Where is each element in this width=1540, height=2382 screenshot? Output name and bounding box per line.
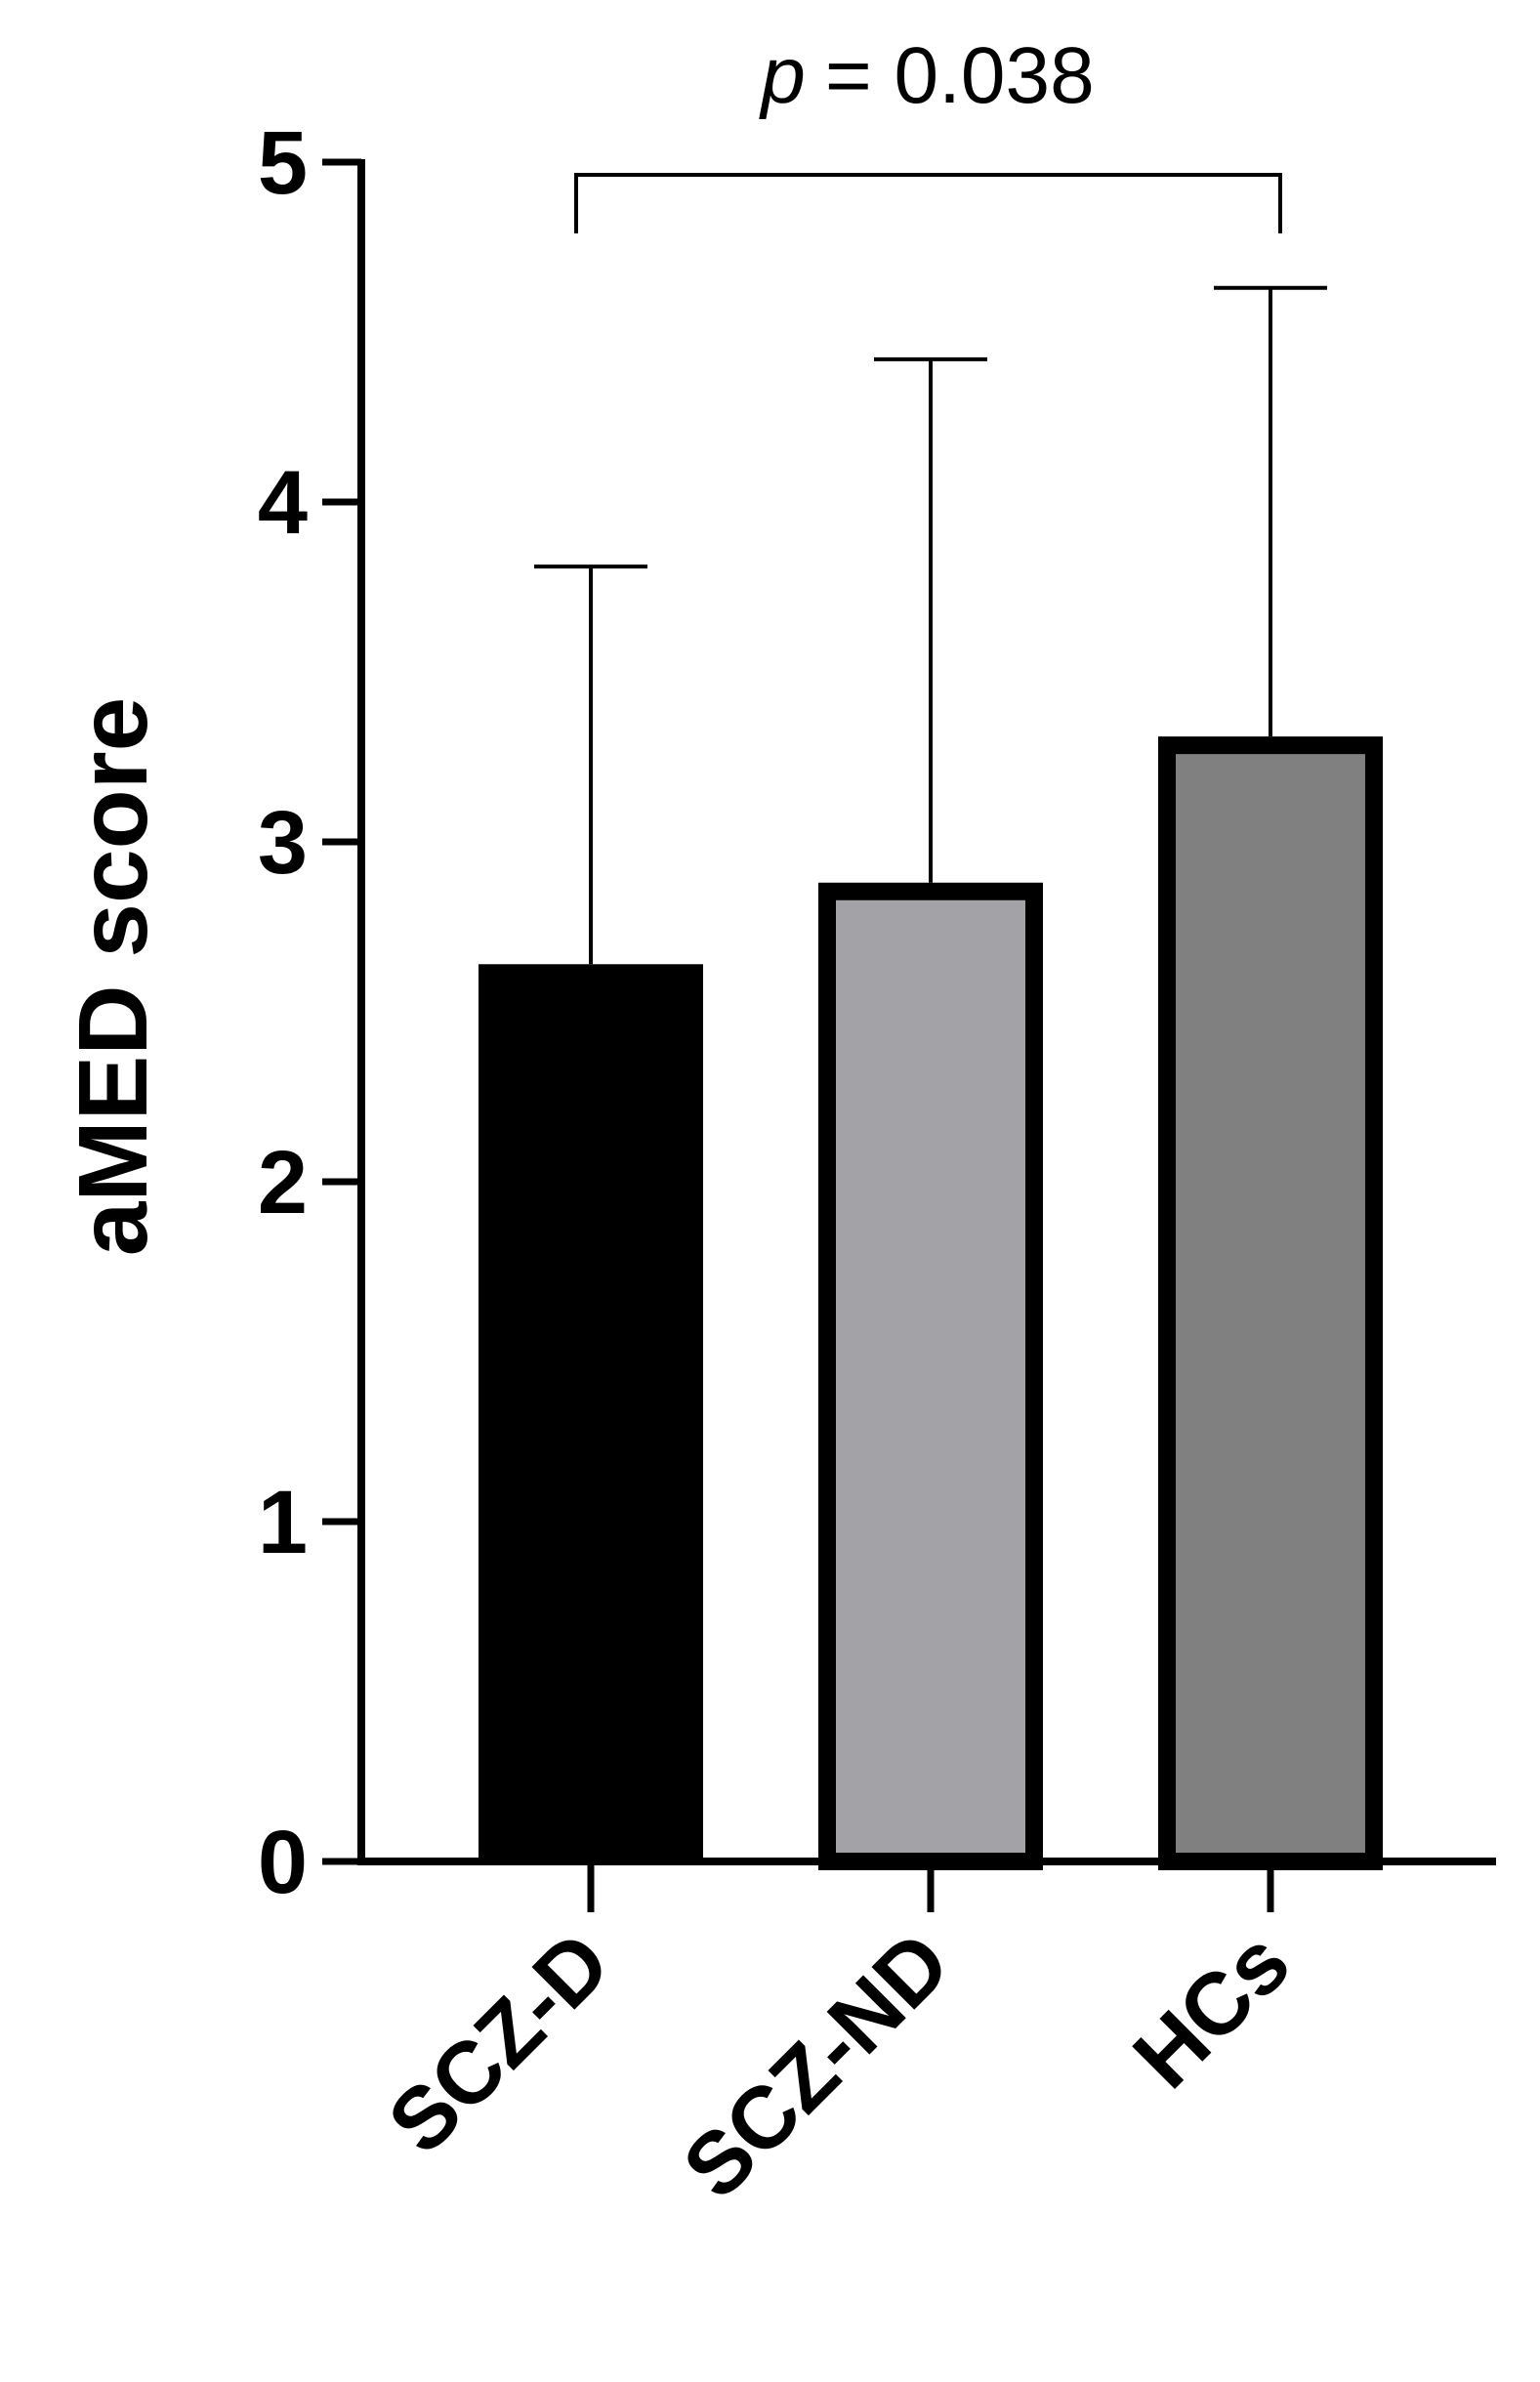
significance-bracket: [574, 173, 1282, 233]
error-bar: [1214, 285, 1327, 737]
bar: [1158, 736, 1383, 1870]
x-tick-label: SCZ-D: [370, 1913, 629, 2172]
error-bar: [534, 564, 647, 965]
error-bar: [874, 356, 987, 883]
y-tick-label: 3: [258, 793, 308, 893]
annotation: p = 0.038: [758, 31, 1094, 120]
y-tick-label: 2: [258, 1133, 308, 1233]
x-tick-label: SCZ-ND: [665, 1913, 969, 2217]
y-tick-label: 4: [258, 453, 308, 553]
y-tick-label: 5: [258, 113, 308, 213]
bar: [818, 882, 1043, 1870]
x-tick-label: HCs: [1115, 1913, 1309, 2107]
annotation-text: = 0.038: [825, 31, 1095, 120]
y-tick-label: 1: [258, 1473, 308, 1572]
bar: [479, 964, 703, 1861]
annotation-italic: p: [758, 31, 806, 120]
y-axis-title: aMED score: [59, 697, 168, 1256]
y-tick-label: 0: [258, 1813, 308, 1912]
